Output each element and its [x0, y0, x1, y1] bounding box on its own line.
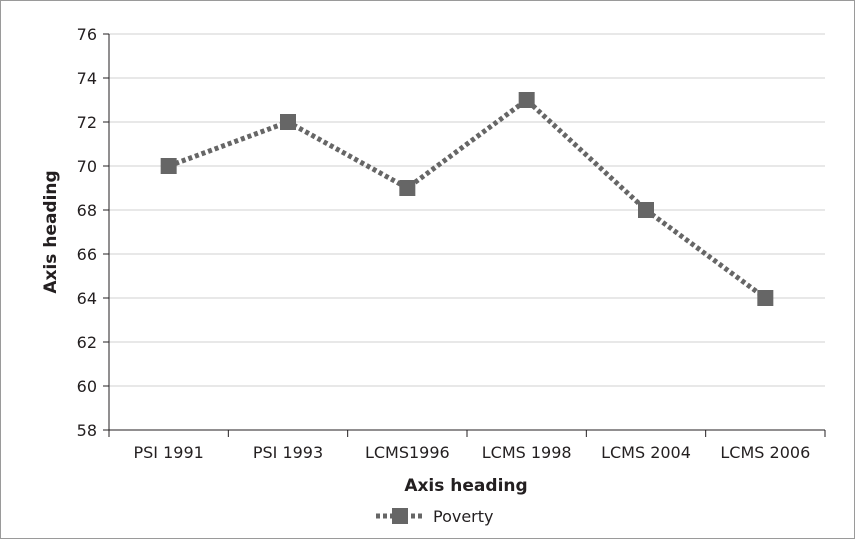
y-tick-label: 76: [77, 25, 97, 44]
y-axis-title: Axis heading: [41, 170, 61, 293]
y-tick-label: 74: [77, 69, 97, 88]
y-tick-label: 72: [77, 113, 97, 132]
x-tick-labels: PSI 1991 PSI 1993 LCMS1996 LCMS 1998 LCMS 20…: [134, 443, 811, 462]
x-tick-label: LCMS 2006: [720, 443, 810, 462]
x-tick-label: PSI 1993: [253, 443, 323, 462]
y-tick-label: 68: [77, 201, 97, 220]
y-tick-label: 64: [77, 289, 97, 308]
y-tick-label: 58: [77, 421, 97, 440]
data-point-marker: [399, 180, 416, 196]
data-point-marker: [518, 92, 535, 108]
axes: [103, 33, 826, 437]
y-tick-label: 62: [77, 333, 97, 352]
x-tick-label: LCMS 1998: [482, 443, 572, 462]
legend-marker-poverty: [392, 508, 408, 524]
series-line-poverty: [167, 96, 767, 301]
x-tick-label: LCMS 2004: [601, 443, 691, 462]
data-point-marker: [160, 158, 177, 174]
data-point-marker: [280, 114, 296, 130]
series-poverty: [160, 92, 774, 306]
data-point-marker: [757, 290, 774, 306]
x-axis-title: Axis heading: [404, 476, 527, 496]
y-tick-label: 66: [77, 245, 97, 264]
x-tick-label: LCMS1996: [365, 443, 450, 462]
x-tick-label: PSI 1991: [134, 443, 204, 462]
gridlines: [109, 33, 825, 387]
data-point-marker: [638, 202, 654, 218]
y-tick-label: 70: [77, 157, 97, 176]
y-tick-label: 60: [77, 377, 97, 396]
y-tick-labels: 58 60 62 64 66 68 70 72 74 76: [77, 25, 97, 440]
legend-label-poverty: Poverty: [433, 507, 494, 526]
legend: Poverty: [376, 507, 494, 526]
